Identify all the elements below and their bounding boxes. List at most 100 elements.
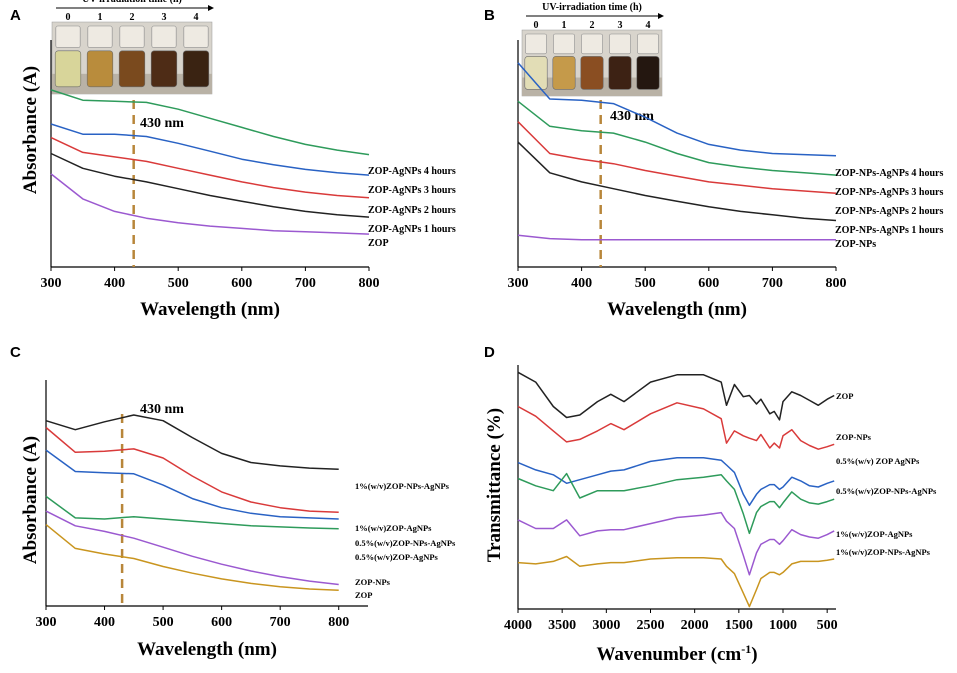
panel-b-vial-cap (525, 33, 547, 55)
panel-a-series-label-zop-agnps-2-hours: ZOP-AgNPs 2 hours (368, 205, 456, 216)
panel-b-series-label-zop-nps-agnps-3-hours: ZOP-NPs-AgNPs 3 hours (835, 187, 943, 198)
panel-b-series-label-zop-nps: ZOP-NPs (835, 239, 876, 250)
panel-d-x-tick-label: 4000 (504, 618, 532, 633)
panel-b-chart: 300 400 500 600 700 800 Wavelength (nm) 430 nm Z… (508, 40, 943, 320)
panel-a-series-line-zop-agnps-4-hours (50, 89, 370, 156)
panel-b-letter: B (484, 7, 495, 24)
panel-b-series-label-zop-nps-agnps-4-hours: ZOP-NPs-AgNPs 4 hours (835, 168, 943, 179)
panel-c-series-label-zop-nps: ZOP-NPs (355, 577, 391, 587)
panel-b-vial-photo-inset: UV-irradiation time (h)0 1 2 3 4 (521, 2, 664, 97)
panel-c-letter: C (10, 344, 21, 361)
panel-b-x-tick-label: 500 (635, 276, 656, 291)
panel-a-x-axis-title: Wavelength (nm) (140, 299, 280, 320)
panel-a-x-tick-label: 600 (231, 276, 252, 291)
panel-c-x-tick-label: 400 (94, 615, 115, 630)
panel-b-series-line-zop-nps-agnps-3-hours (517, 100, 837, 176)
panel-b-inset-tick-label: 4 (646, 20, 651, 31)
panel-d-letter: D (484, 344, 495, 361)
panel-d-series-line-zop-nps (517, 402, 835, 450)
panel-d-y-axis-title: Transmittance (%) (484, 408, 505, 562)
panel-d-x-tick-label: 2500 (637, 618, 665, 633)
panel-b-series-label-zop-nps-agnps-2-hours: ZOP-NPs-AgNPs 2 hours (835, 206, 943, 217)
panel-a-vial-cap (151, 25, 177, 48)
panel-d-x-tick-label: 1000 (769, 618, 797, 633)
panel-d-x-axis-title-exponent: -1 (741, 642, 751, 656)
panel-a-x-tick-label: 500 (168, 276, 189, 291)
panel-c-series-line-1-w-v-zop-agnps (45, 426, 339, 513)
panel-c-series-line-1-w-v-zop-nps-agnps (45, 414, 339, 471)
panel-a-letter: A (10, 7, 21, 24)
panel-a-inset-tick-label: 2 (130, 12, 135, 23)
panel-d-x-tick-label: 3500 (548, 618, 576, 633)
panel-b-vial-cap (637, 33, 659, 55)
panel-d-series-line-1-w-v-zop-agnps (517, 511, 835, 576)
panel-a-series-label-zop-agnps-3-hours: ZOP-AgNPs 3 hours (368, 185, 456, 196)
panel-b-x-tick-label: 800 (826, 276, 847, 291)
panel-c-series-line-zop (45, 524, 339, 591)
panel-c-x-axis-title: Wavelength (nm) (137, 639, 277, 660)
panel-d-series-label-zop-nps: ZOP-NPs (836, 432, 872, 442)
panel-b-x-axis-title: Wavelength (nm) (607, 299, 747, 320)
panel-a-vial-cap (183, 25, 209, 48)
panel-a-vial-cap (55, 25, 81, 48)
panel-a-vial-liquid (118, 50, 146, 88)
panel-b-inset-tick-label: 0 (534, 20, 539, 31)
panel-b-series-line-zop-nps-agnps-2-hours (517, 121, 837, 194)
panel-d-x-tick-label: 2000 (681, 618, 709, 633)
panel-a-vial-liquid (182, 50, 210, 88)
panel-a-y-axis-title: Absorbance (A) (20, 66, 41, 194)
panel-c-series-label-zop: ZOP (355, 590, 372, 600)
panel-a-vial-liquid (54, 50, 82, 88)
panel-c-x-tick-label: 300 (36, 615, 57, 630)
panel-b-series-line-zop-nps-agnps-1-hours (517, 141, 837, 222)
panel-b-inset-title: UV-irradiation time (h) (542, 2, 642, 13)
panel-a-vial-photo-inset: UV-irradiation time (h) 0 1 2 3 4 (51, 0, 214, 95)
panel-b-inset-tick-label: 3 (618, 20, 623, 31)
panel-b-vial-cap (581, 33, 603, 55)
panel-d-series-line-0-5-w-v-zop-nps-agnps (517, 472, 835, 535)
panel-c-430nm-label: 430 nm (140, 402, 184, 417)
panel-d-series-line-0-5-w-v-zop-agnps (517, 456, 835, 507)
panel-b-vial-liquid (524, 56, 548, 90)
panel-a-inset-tick-label: 1 (98, 12, 103, 23)
panel-d-chart: 4000 3500 3000 2500 2000 1500 1000 500 Wavenumbe… (484, 365, 937, 665)
panel-a-vial-cap (87, 25, 113, 48)
panel-c-series-line-0-5-w-v-zop-agnps (45, 495, 339, 530)
panel-d-series-label-1-w-v-zop-nps-agnps: 1%(w/v)ZOP-NPs-AgNPs (836, 547, 931, 557)
panel-a-series-line-zop (50, 173, 370, 235)
panel-a-chart: 300 400 500 600 700 800 Wavelength (nm) Absorba… (20, 40, 456, 320)
panel-a-x-tick-label: 400 (104, 276, 125, 291)
panel-b-430nm-label: 430 nm (610, 109, 654, 124)
panel-c-chart: 300 400 500 600 700 800 Wavelength (nm) Absorba… (20, 380, 456, 660)
panel-c-x-tick-label: 700 (270, 615, 291, 630)
panel-d-series-label-zop: ZOP (836, 391, 853, 401)
panel-a-vial-liquid (150, 50, 178, 88)
panel-a-x-tick-label: 300 (41, 276, 62, 291)
panel-b-x-tick-label: 300 (508, 276, 529, 291)
panel-d-x-axis-title: Wavenumber (cm-1) (596, 642, 757, 665)
panel-d-x-tick-label: 500 (817, 618, 838, 633)
panel-b-inset-tick-label: 1 (562, 20, 567, 31)
panel-b-x-tick-label: 700 (762, 276, 783, 291)
panel-b-vial-cap (553, 33, 575, 55)
panel-d-x-axis-title-close: ) (751, 644, 757, 665)
panel-c-x-tick-label: 800 (328, 615, 349, 630)
panel-b-vial-liquid (608, 56, 632, 90)
panel-c-series-label-1-w-v-zop-agnps: 1%(w/v)ZOP-AgNPs (355, 523, 432, 533)
panel-b-x-tick-label: 600 (698, 276, 719, 291)
panel-d-x-tick-label: 3000 (592, 618, 620, 633)
panel-c-y-axis-title: Absorbance (A) (20, 436, 41, 564)
panel-a-series-line-zop-agnps-3-hours (50, 123, 370, 176)
panel-b-series-line-zop-nps-agnps-4-hours (517, 62, 837, 157)
panel-a-inset-tick-label: 0 (66, 12, 71, 23)
panel-d-x-tick-label: 1500 (725, 618, 753, 633)
panel-a-inset-arrow-head-icon (208, 5, 214, 11)
panel-a-inset-title: UV-irradiation time (h) (82, 0, 182, 5)
panel-a-x-tick-label: 800 (359, 276, 380, 291)
panel-a-series-line-zop-agnps-2-hours (50, 136, 370, 199)
panel-b-inset-tick-label: 2 (590, 20, 595, 31)
panel-c-x-tick-label: 500 (153, 615, 174, 630)
panel-a-vial-cap (119, 25, 145, 48)
panel-c-series-line-0-5-w-v-zop-nps-agnps (45, 449, 339, 520)
